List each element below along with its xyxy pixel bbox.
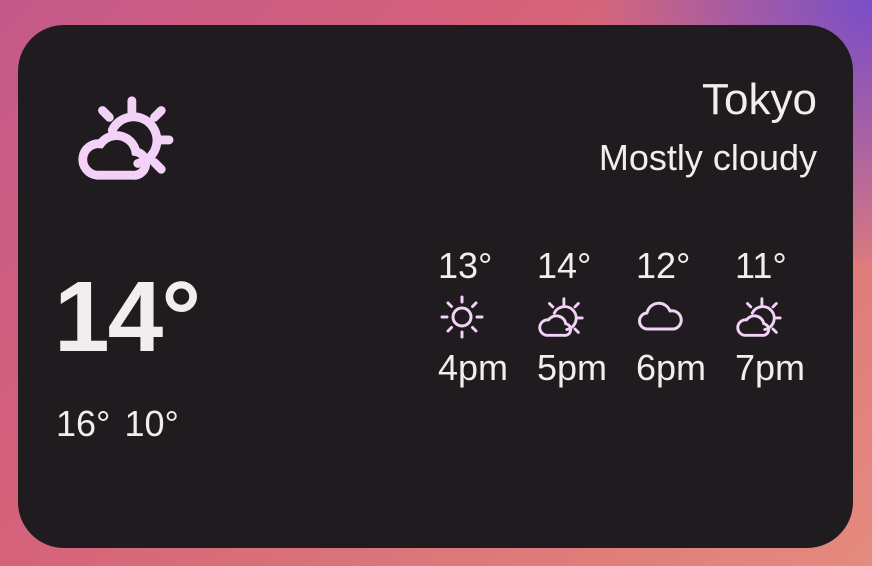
partly-cloudy-icon <box>81 99 171 177</box>
partly-cloudy-icon <box>539 298 583 336</box>
high-low: 16° 10° <box>56 403 193 445</box>
weather-widget[interactable]: Tokyo Mostly cloudy 14° 16° 10° 13° 4pm 1… <box>18 25 853 548</box>
forecast-temp: 13° <box>438 245 493 286</box>
low-temperature: 10° <box>124 403 179 444</box>
hourly-forecast: 13° 4pm 14° 5pm 12° 6pm 11° 7pm <box>438 245 834 389</box>
forecast-item: 13° 4pm <box>438 245 537 389</box>
forecast-time: 6pm <box>636 347 707 388</box>
forecast-temp: 11° <box>735 245 787 286</box>
forecast-time: 5pm <box>537 347 608 388</box>
sun-icon <box>440 295 484 339</box>
forecast-item: 11° 7pm <box>735 245 834 389</box>
high-temperature: 16° <box>56 403 111 444</box>
cloud-icon <box>637 301 683 331</box>
condition-text: Mostly cloudy <box>598 137 817 178</box>
forecast-temp: 12° <box>636 245 691 286</box>
forecast-time: 7pm <box>735 347 806 388</box>
city-name: Tokyo <box>702 75 817 124</box>
forecast-temp: 14° <box>537 245 592 286</box>
partly-cloudy-icon <box>737 298 781 336</box>
forecast-time: 4pm <box>438 347 509 388</box>
forecast-item: 14° 5pm <box>537 245 636 389</box>
forecast-item: 12° 6pm <box>636 245 735 389</box>
current-temperature: 14° <box>54 261 201 373</box>
